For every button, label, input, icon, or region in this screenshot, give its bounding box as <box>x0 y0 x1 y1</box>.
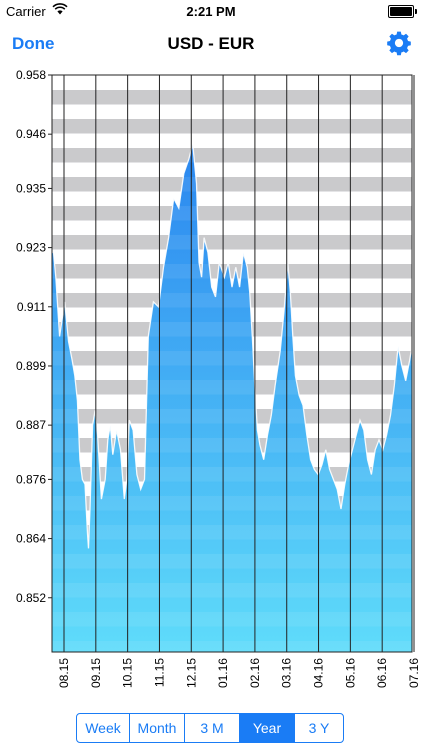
grid-stripe <box>52 264 412 279</box>
y-tick-label: 0.935 <box>16 181 46 195</box>
done-button[interactable]: Done <box>12 34 55 53</box>
status-time: 2:21 PM <box>186 4 236 19</box>
x-tick-label: 05.16 <box>343 658 357 688</box>
plot-frame <box>51 74 413 653</box>
area-band <box>52 438 412 453</box>
area-band <box>52 554 412 569</box>
battery-icon <box>388 5 417 18</box>
x-tick-label: 07.16 <box>407 658 421 688</box>
grid-stripe <box>52 119 412 134</box>
x-tick-label: 08.15 <box>57 658 71 688</box>
wifi-icon <box>52 3 68 15</box>
segment-year[interactable]: Year <box>240 714 295 742</box>
area-band <box>52 496 412 511</box>
x-tick-label: 04.16 <box>312 658 326 688</box>
area-band <box>52 351 412 366</box>
carrier-label: Carrier <box>6 4 46 19</box>
area-band <box>52 525 412 540</box>
area-band <box>52 293 412 308</box>
area-band <box>52 467 412 482</box>
area-band <box>52 641 412 652</box>
chart-svg: 0.958 0.946 0.935 0.923 0.911 0.899 0.887 0.876… <box>16 68 421 688</box>
x-tick-label: 12.15 <box>184 658 198 688</box>
segment-3y[interactable]: 3 Y <box>308 720 330 736</box>
area-band <box>52 409 412 424</box>
grid-stripe <box>52 206 412 221</box>
y-tick-label: 0.958 <box>16 68 46 82</box>
rate-area <box>52 144 412 652</box>
segment-3m[interactable]: 3 M <box>185 714 240 742</box>
x-tick-label: 02.16 <box>248 658 262 688</box>
y-tick-label: 0.899 <box>16 359 46 373</box>
y-tick-label: 0.946 <box>16 127 46 141</box>
rate-chart: 0.958 0.946 0.935 0.923 0.911 0.899 0.887 0.876… <box>0 66 422 706</box>
x-tick-label: 06.16 <box>375 658 389 688</box>
page-title-wrap: USD - EUR <box>0 34 422 54</box>
y-tick-label: 0.852 <box>16 591 46 605</box>
period-selector: Week Month 3 M Year 3 Y <box>76 713 344 743</box>
area-band <box>52 148 412 163</box>
x-tick-label: 09.15 <box>89 658 103 688</box>
y-tick-label: 0.876 <box>16 472 46 486</box>
area-band <box>52 583 412 598</box>
area-band <box>52 235 412 250</box>
grid-stripe <box>52 148 412 163</box>
y-tick-label: 0.887 <box>16 418 46 432</box>
area-band <box>52 90 412 105</box>
page-title: USD - EUR <box>167 34 255 53</box>
area-band <box>52 119 412 134</box>
y-tick-label: 0.864 <box>16 532 46 546</box>
status-bar: Carrier 2:21 PM <box>0 0 422 22</box>
grid-stripe <box>52 235 412 250</box>
x-tick-label: 01.16 <box>216 658 230 688</box>
x-tick-label: 10.15 <box>121 658 135 688</box>
gear-icon[interactable] <box>386 30 412 56</box>
area-band <box>52 322 412 337</box>
area-band <box>52 177 412 192</box>
nav-bar: Done USD - EUR <box>0 22 422 66</box>
segment-month[interactable]: Month <box>130 714 185 742</box>
y-tick-label: 0.923 <box>16 241 46 255</box>
area-band <box>52 264 412 279</box>
x-tick-label: 11.15 <box>152 658 166 687</box>
rate-line <box>52 143 413 549</box>
segment-week[interactable]: Week <box>77 714 130 742</box>
y-tick-label: 0.911 <box>17 300 46 314</box>
area-band <box>52 380 412 395</box>
x-tick-label: 03.16 <box>280 658 294 688</box>
grid-stripe <box>52 90 412 105</box>
area-band <box>52 206 412 221</box>
grid-stripe <box>52 177 412 192</box>
area-band <box>52 612 412 627</box>
